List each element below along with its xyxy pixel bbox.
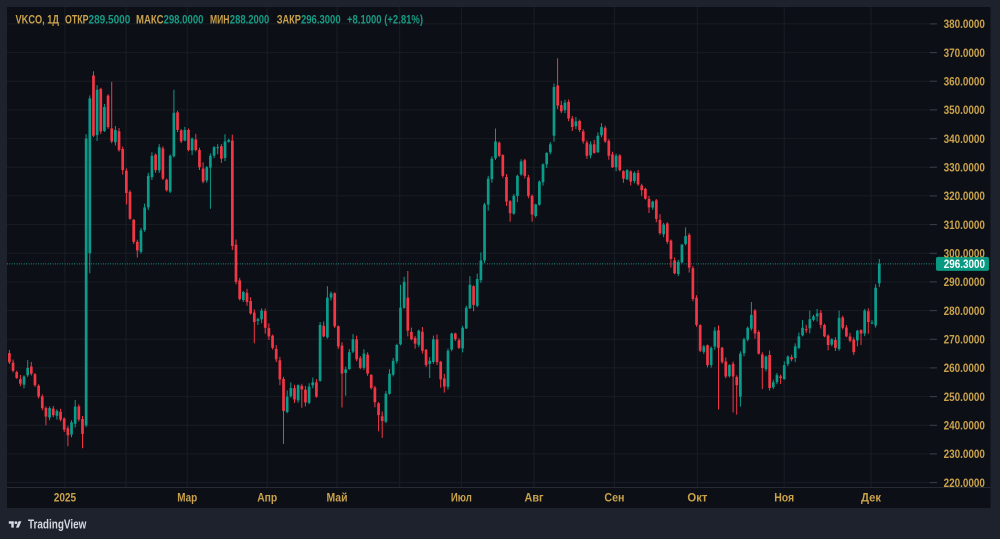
svg-text:Апр: Апр	[257, 491, 277, 505]
svg-text:VKCO, 1Д: VKCO, 1Д	[16, 14, 60, 26]
svg-text:300.0000: 300.0000	[944, 247, 986, 261]
svg-text:320.0000: 320.0000	[944, 189, 986, 203]
svg-text:250.0000: 250.0000	[944, 390, 986, 404]
svg-text:230.0000: 230.0000	[944, 447, 986, 461]
svg-text:380.0000: 380.0000	[944, 17, 986, 31]
svg-text:220.0000: 220.0000	[944, 476, 986, 490]
svg-text:360.0000: 360.0000	[944, 74, 986, 88]
svg-text:350.0000: 350.0000	[944, 103, 986, 117]
svg-text:240.0000: 240.0000	[944, 419, 986, 433]
svg-text:288.2000: 288.2000	[230, 14, 269, 26]
svg-text:Мар: Мар	[177, 491, 197, 505]
svg-text:+8.1000 (+2.81%): +8.1000 (+2.81%)	[347, 14, 423, 26]
svg-text:340.0000: 340.0000	[944, 132, 986, 146]
svg-text:280.0000: 280.0000	[944, 304, 986, 318]
svg-text:ЗАКР: ЗАКР	[277, 14, 301, 26]
svg-text:Окт: Окт	[687, 491, 707, 505]
svg-text:Дек: Дек	[861, 491, 882, 505]
svg-text:TradingView: TradingView	[28, 518, 87, 532]
svg-text:МИН: МИН	[210, 14, 230, 26]
svg-text:Сен: Сен	[604, 491, 624, 505]
svg-text:298.0000: 298.0000	[164, 14, 204, 26]
svg-text:260.0000: 260.0000	[944, 361, 986, 375]
svg-text:330.0000: 330.0000	[944, 160, 986, 174]
svg-text:296.3000: 296.3000	[944, 257, 986, 271]
svg-text:289.5000: 289.5000	[89, 14, 131, 26]
svg-text:Июл: Июл	[451, 491, 472, 505]
svg-text:310.0000: 310.0000	[944, 218, 986, 232]
svg-text:Ноя: Ноя	[774, 491, 794, 505]
svg-text:290.0000: 290.0000	[944, 275, 986, 289]
svg-text:Май: Май	[327, 491, 348, 505]
svg-text:ОТКР: ОТКР	[65, 14, 89, 26]
svg-text:Авг: Авг	[525, 491, 544, 505]
svg-text:296.3000: 296.3000	[301, 14, 341, 26]
svg-text:2025: 2025	[54, 491, 77, 505]
svg-text:МАКС: МАКС	[136, 14, 164, 26]
svg-text:270.0000: 270.0000	[944, 333, 986, 347]
svg-text:370.0000: 370.0000	[944, 46, 986, 60]
